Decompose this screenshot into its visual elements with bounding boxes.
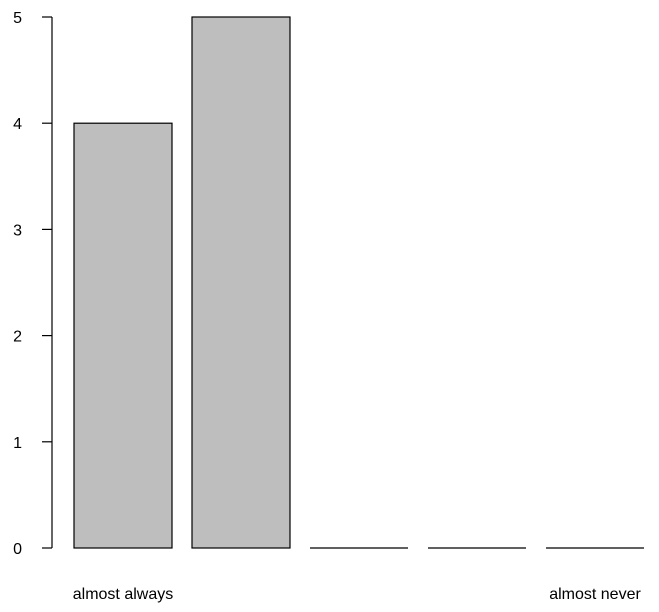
- bar: [191, 16, 291, 549]
- x-axis-labels: almost always almost never: [73, 586, 642, 603]
- y-tick-label: 3: [13, 222, 22, 239]
- y-tick-label: 1: [13, 435, 22, 452]
- x-category-label: almost never: [549, 586, 641, 603]
- bars: [73, 16, 644, 549]
- bar: [73, 122, 173, 549]
- y-tick-label: 5: [13, 10, 22, 27]
- y-tick-label: 0: [13, 541, 22, 558]
- y-tick-label: 2: [13, 329, 22, 346]
- y-tick-label: 4: [13, 116, 22, 133]
- x-category-label: almost always: [73, 586, 173, 603]
- y-axis: 0 1 2 3 4 5: [13, 10, 53, 558]
